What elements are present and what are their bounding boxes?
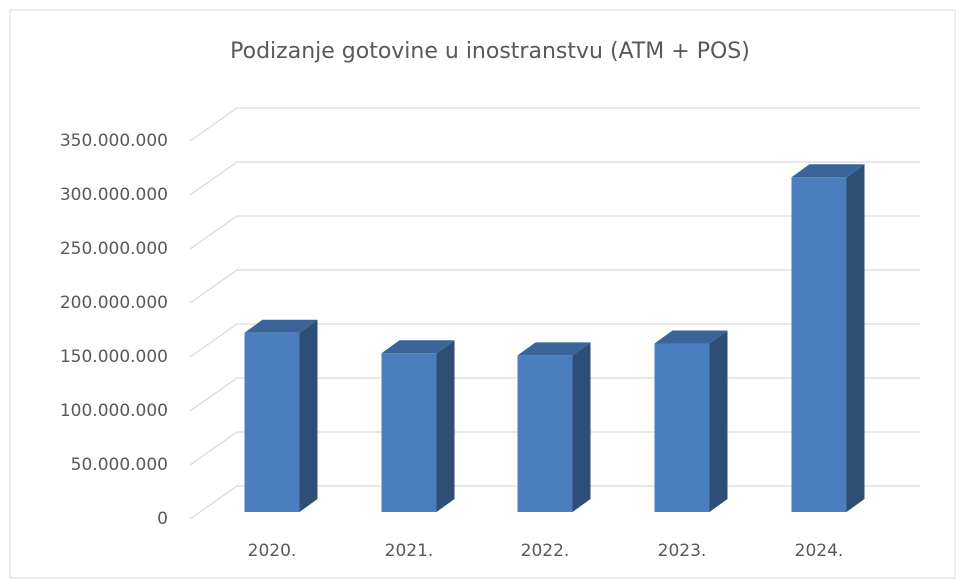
grid-line [189, 323, 920, 358]
bar-top [791, 164, 865, 178]
y-tick-label: 100.000.000 [60, 401, 168, 421]
bar-side [846, 164, 865, 512]
bar [791, 177, 847, 512]
bar-side [709, 330, 728, 512]
bar [381, 353, 437, 512]
grid-line [189, 107, 920, 142]
x-tick-label: 2023. [658, 541, 707, 561]
bar [654, 343, 710, 512]
y-tick-label: 250.000.000 [60, 239, 168, 259]
grid-line [189, 215, 920, 250]
x-tick-label: 2021. [385, 541, 434, 561]
chart-title: Podizanje gotovine u inostranstvu (ATM +… [230, 39, 750, 64]
bar [244, 332, 300, 512]
y-tick-label: 0 [157, 509, 168, 529]
y-tick-label: 50.000.000 [71, 455, 168, 475]
grid-line [189, 269, 920, 304]
bar-side [436, 340, 455, 512]
y-tick-label: 350.000.000 [60, 131, 168, 151]
y-tick-label: 200.000.000 [60, 293, 168, 313]
bar-side [572, 342, 591, 512]
bar-side [299, 319, 318, 512]
x-tick-label: 2024. [795, 541, 844, 561]
bar-top [654, 330, 728, 344]
x-tick-label: 2020. [248, 541, 297, 561]
bar-top [244, 319, 318, 333]
grid-line [189, 161, 920, 196]
bar-top [381, 340, 455, 354]
bar-top [517, 342, 591, 356]
y-tick-label: 150.000.000 [60, 347, 168, 367]
x-tick-label: 2022. [521, 541, 570, 561]
y-tick-label: 300.000.000 [60, 185, 168, 205]
bar [517, 355, 573, 512]
